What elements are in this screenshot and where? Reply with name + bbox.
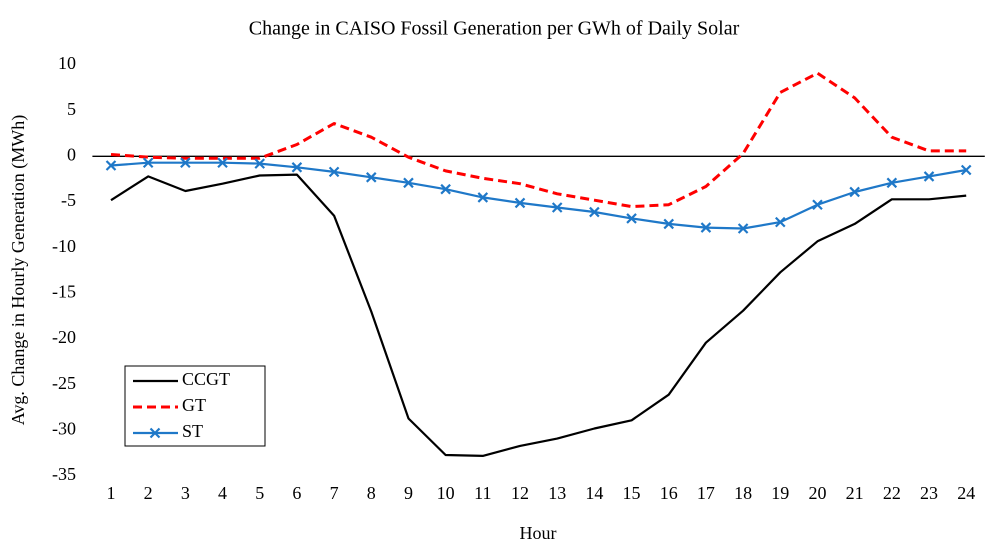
x-tick-label: 8 bbox=[367, 483, 376, 503]
data-point bbox=[180, 157, 191, 169]
x-tick-label: 13 bbox=[548, 483, 566, 503]
y-tick-label: -10 bbox=[52, 236, 76, 256]
data-point bbox=[960, 164, 972, 176]
legend-marker bbox=[149, 427, 161, 439]
x-tick-label: 24 bbox=[957, 483, 975, 503]
data-point bbox=[403, 177, 414, 189]
legend-label: CCGT bbox=[182, 369, 230, 389]
y-tick-label: -25 bbox=[52, 373, 76, 393]
data-point bbox=[886, 177, 898, 189]
data-point bbox=[105, 160, 117, 171]
y-tick-label: 5 bbox=[67, 99, 76, 119]
y-tick-label: -15 bbox=[52, 281, 76, 301]
data-point bbox=[775, 216, 786, 228]
y-axis-label: Avg. Change in Hourly Generation (MWh) bbox=[8, 115, 29, 426]
y-tick-label: -5 bbox=[61, 190, 76, 210]
chart-title: Change in CAISO Fossil Generation per GW… bbox=[249, 18, 740, 40]
x-tick-label: 17 bbox=[697, 483, 715, 503]
legend-label: GT bbox=[182, 395, 206, 415]
x-tick-label: 19 bbox=[771, 483, 789, 503]
data-point bbox=[700, 222, 712, 233]
x-tick-label: 10 bbox=[437, 483, 455, 503]
data-point bbox=[551, 202, 563, 213]
data-point bbox=[514, 197, 526, 209]
x-tick-label: 5 bbox=[255, 483, 264, 503]
data-point bbox=[328, 166, 340, 178]
data-point bbox=[291, 162, 303, 173]
data-point bbox=[812, 199, 823, 211]
data-point bbox=[254, 158, 266, 169]
data-point bbox=[849, 186, 860, 198]
series-line bbox=[110, 173, 967, 457]
series-line bbox=[110, 71, 967, 209]
data-point bbox=[626, 213, 637, 224]
data-point bbox=[923, 171, 935, 182]
x-tick-label: 3 bbox=[181, 483, 190, 503]
data-point bbox=[663, 218, 675, 230]
x-tick-label: 11 bbox=[474, 483, 491, 503]
y-tick-label: -20 bbox=[52, 327, 76, 347]
y-tick-label: -30 bbox=[52, 418, 76, 438]
y-tick-label: 0 bbox=[67, 144, 76, 164]
data-point bbox=[440, 183, 451, 195]
x-tick-label: 7 bbox=[330, 483, 339, 503]
x-tick-label: 18 bbox=[734, 483, 752, 503]
x-tick-label: 9 bbox=[404, 483, 413, 503]
y-tick-label: 10 bbox=[58, 53, 76, 73]
data-point bbox=[217, 157, 228, 169]
x-tick-label: 1 bbox=[106, 483, 115, 503]
x-tick-label: 2 bbox=[144, 483, 153, 503]
x-tick-label: 14 bbox=[585, 483, 603, 503]
y-tick-label: -35 bbox=[52, 464, 76, 484]
x-tick-label: 12 bbox=[511, 483, 529, 503]
legend-label: ST bbox=[182, 421, 203, 441]
x-tick-label: 15 bbox=[623, 483, 641, 503]
data-point bbox=[142, 157, 154, 169]
x-tick-label: 21 bbox=[846, 483, 864, 503]
data-point bbox=[737, 223, 749, 234]
legend: CCGT GT ST bbox=[124, 365, 266, 447]
x-axis-label: Hour bbox=[520, 523, 557, 543]
x-tick-label: 23 bbox=[920, 483, 938, 503]
data-point bbox=[477, 192, 489, 203]
data-point bbox=[589, 206, 600, 218]
x-tick-label: 22 bbox=[883, 483, 901, 503]
series-line bbox=[110, 161, 967, 230]
x-tick-label: 4 bbox=[218, 483, 227, 503]
x-tick-label: 20 bbox=[808, 483, 826, 503]
x-tick-label: 6 bbox=[292, 483, 301, 503]
x-tick-label: 16 bbox=[660, 483, 678, 503]
data-point bbox=[365, 172, 377, 183]
